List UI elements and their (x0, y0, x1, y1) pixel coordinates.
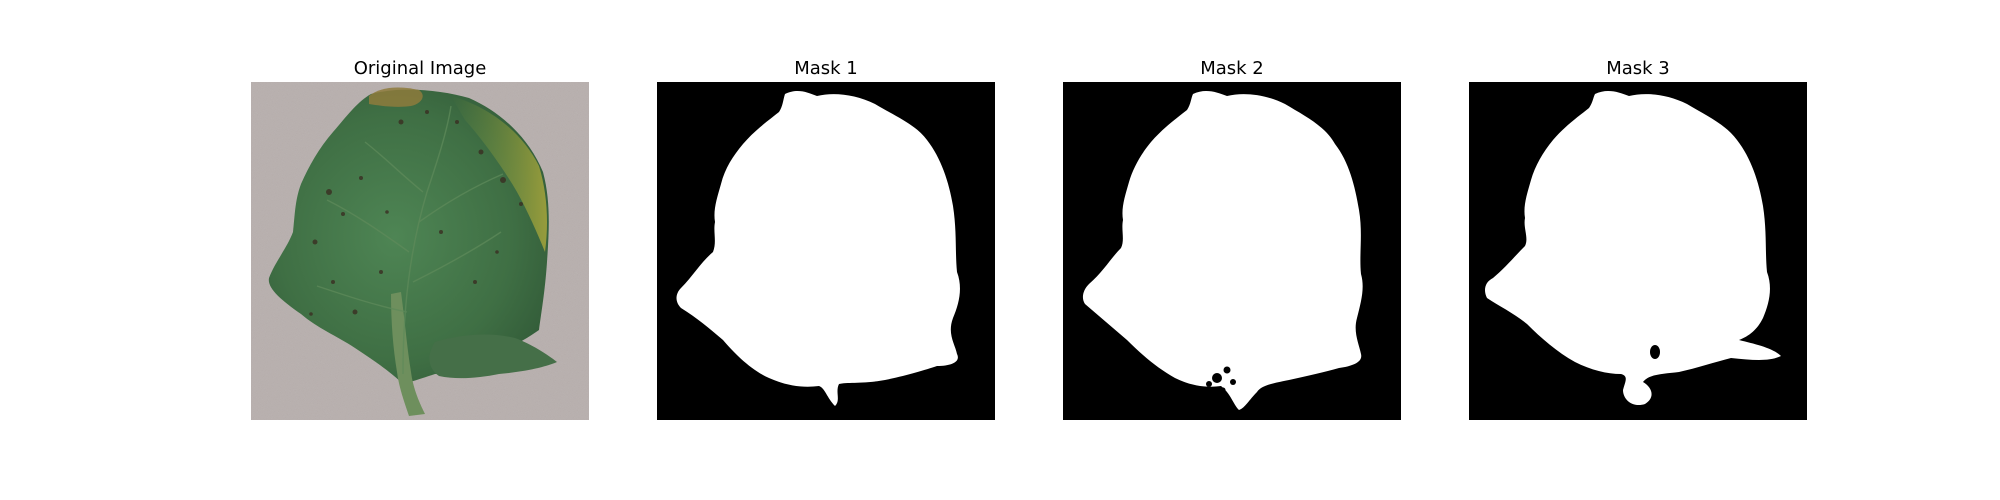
panel-title: Original Image (353, 58, 487, 79)
original-leaf-photo (251, 82, 589, 420)
panel-mask-1: Mask 1 (657, 56, 995, 420)
mask-3-image (1469, 82, 1807, 420)
panel-mask-2: Mask 2 (1063, 56, 1401, 420)
panel-mask-3: Mask 3 (1469, 56, 1807, 420)
panel-title: Mask 2 (1200, 58, 1264, 79)
mask-2-image (1063, 82, 1401, 420)
mask-1-image (657, 82, 995, 420)
panel-title: Mask 3 (1606, 58, 1670, 79)
panel-title: Mask 1 (794, 58, 858, 79)
panel-original-image: Original Image (251, 56, 589, 420)
